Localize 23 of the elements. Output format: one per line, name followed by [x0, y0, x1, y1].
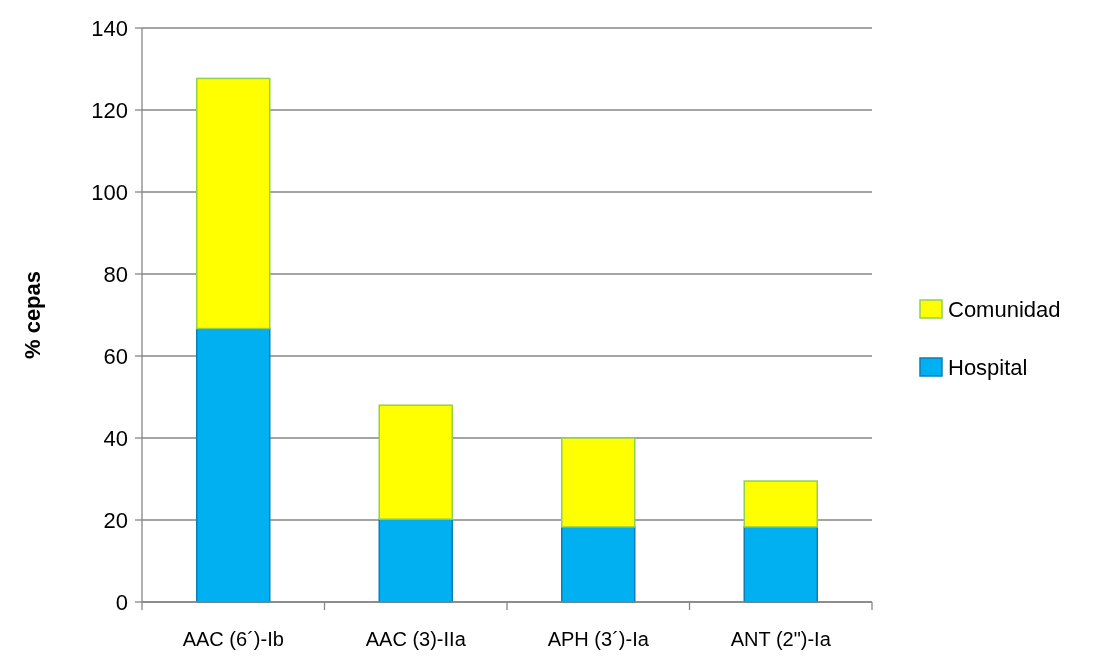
y-tick-label: 80: [103, 261, 128, 287]
x-tick-label: AAC (6´)-Ib: [182, 628, 284, 650]
y-tick-label: 120: [91, 97, 128, 123]
y-tick-label: 60: [103, 343, 128, 369]
bar: [561, 437, 636, 528]
bar: [196, 77, 271, 330]
y-axis-title: % cepas: [20, 270, 45, 360]
y-tick-label: 0: [115, 589, 128, 615]
bar: [378, 404, 453, 520]
bar: [743, 526, 818, 603]
y-tick-label: 40: [103, 425, 128, 451]
bar: [743, 480, 818, 528]
legend-label: Comunidad: [948, 296, 1061, 322]
bar: [196, 327, 271, 603]
legend-label: Hospital: [948, 354, 1028, 380]
x-tick-label: AAC (3)-IIa: [365, 628, 467, 650]
y-tick-label: 140: [91, 15, 128, 41]
y-tick-label: 100: [91, 179, 128, 205]
bar: [378, 518, 453, 603]
x-tick-label: APH (3´)-Ia: [547, 628, 650, 650]
bar: [561, 526, 636, 603]
y-tick-label: 20: [103, 507, 128, 533]
x-tick-label: ANT (2")-Ia: [730, 628, 832, 650]
